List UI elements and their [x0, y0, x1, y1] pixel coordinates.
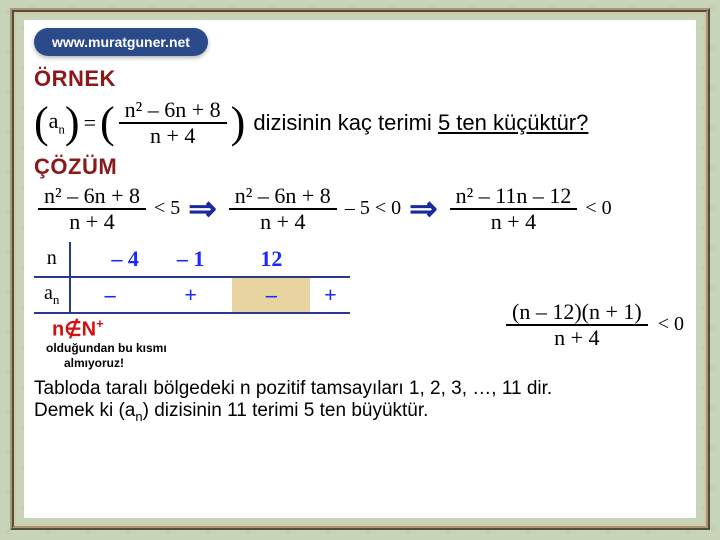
question-fraction: n² – 6n + 8 n + 4: [119, 98, 227, 148]
step3-frac: n² – 11n – 12 n + 4: [450, 184, 578, 234]
paren-left-2: (: [100, 101, 115, 145]
slide-content: www.muratguner.net ÖRNEK ( an ) = ( n² –…: [24, 20, 696, 518]
arrow-icon-1: ⇒: [188, 189, 217, 229]
header-n: n: [34, 242, 70, 277]
step2-frac: n² – 6n + 8 n + 4: [229, 184, 337, 234]
a-n-label: an: [49, 108, 65, 137]
solution-steps: n² – 6n + 8 n + 4 < 5 ⇒ n² – 6n + 8 n + …: [34, 184, 686, 234]
conclusion-text: Tabloda taralı bölgedeki n pozitif tamsa…: [34, 378, 686, 424]
sign-1: +: [149, 277, 233, 313]
root-1: – 1: [149, 242, 233, 277]
step3-cmp: < 0: [585, 197, 611, 220]
conclusion-line-1: Tabloda taralı bölgedeki n pozitif tamsa…: [34, 378, 686, 400]
equals: =: [84, 110, 96, 136]
paren-right: ): [65, 101, 80, 145]
row-label-an: an: [34, 277, 70, 313]
sign-table: n – 4 – 1 12 an – + – +: [34, 242, 350, 314]
root-0: – 4: [70, 242, 149, 277]
sign-2: –: [232, 277, 310, 313]
question-text: dizisinin kaç terimi 5 ten küçüktür?: [253, 110, 588, 136]
sign-3: +: [310, 277, 350, 313]
arrow-icon-2: ⇒: [409, 189, 438, 229]
question-row: ( an ) = ( n² – 6n + 8 n + 4 ) dizisinin…: [34, 98, 686, 148]
step1-cmp: < 5: [154, 197, 180, 220]
conclusion-line-2: Demek ki (an) dizisinin 11 terimi 5 ten …: [34, 400, 686, 424]
root-2: 12: [232, 242, 310, 277]
heading-ornek: ÖRNEK: [34, 66, 686, 92]
factored-expr: (n – 12)(n + 1) n + 4 < 0: [502, 300, 684, 350]
url-text: www.muratguner.net: [52, 34, 190, 50]
table-row-header: n – 4 – 1 12: [34, 242, 350, 277]
heading-cozum: ÇÖZÜM: [34, 154, 686, 180]
paren-left: (: [34, 101, 49, 145]
url-pill: www.muratguner.net: [34, 28, 208, 56]
step1-frac: n² – 6n + 8 n + 4: [38, 184, 146, 234]
table-row-signs: an – + – +: [34, 277, 350, 313]
sign-0: –: [70, 277, 149, 313]
step2-tail: – 5 < 0: [345, 197, 401, 220]
paren-right-2: ): [231, 101, 246, 145]
